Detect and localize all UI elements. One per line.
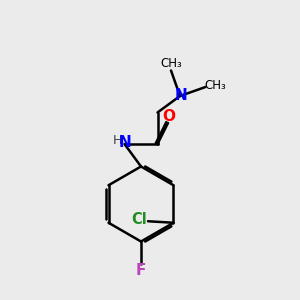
Text: F: F [136, 263, 146, 278]
Text: CH₃: CH₃ [204, 79, 226, 92]
Text: N: N [175, 88, 187, 103]
Text: H: H [113, 134, 123, 147]
Text: Cl: Cl [132, 212, 148, 227]
Text: O: O [163, 109, 176, 124]
Text: CH₃: CH₃ [160, 57, 182, 70]
Text: N: N [118, 135, 131, 150]
